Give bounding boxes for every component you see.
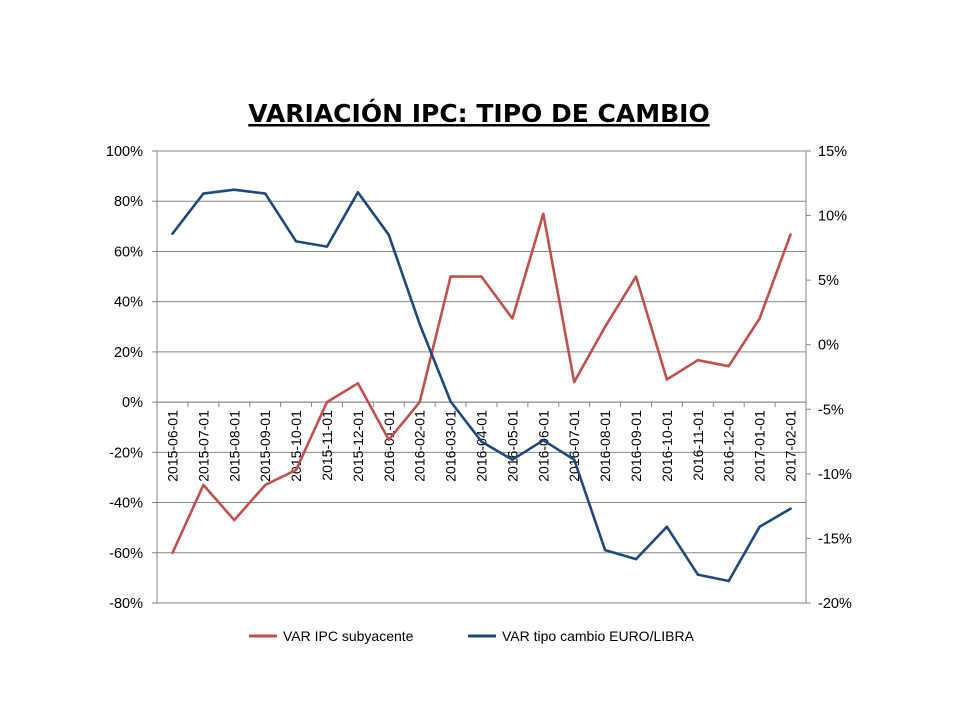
x-axis: 2015-06-01 2015-07-01 2015-08-01 2015-09-01… (156, 401, 807, 482)
x-tick-label: 2016-08-01 (597, 410, 613, 482)
data-point (789, 233, 792, 236)
x-tick-label: 2015-11-01 (319, 410, 335, 481)
data-point (511, 317, 514, 320)
data-point (573, 380, 576, 384)
data-point (696, 573, 700, 576)
data-point (387, 233, 390, 237)
right-tick-label: 15% (818, 144, 847, 160)
legend: VAR IPC subyacente VAR tipo cambio EURO/L… (249, 628, 695, 644)
x-tick-label: 2016-03-01 (443, 410, 459, 482)
right-y-axis: -20% -15% -10% -5% 0% 5% 10% 15% (806, 144, 852, 612)
data-point (542, 212, 545, 215)
right-tick-label: -5% (818, 402, 844, 418)
data-point (294, 240, 298, 243)
chart-title: VARIACIÓN IPC: TIPO DE CAMBIO (248, 98, 709, 128)
data-point (758, 525, 761, 529)
data-point (171, 232, 174, 235)
right-tick-label: -15% (818, 531, 852, 547)
left-tick-label: 20% (114, 345, 143, 361)
data-point (418, 400, 421, 404)
series-line (171, 212, 792, 555)
data-point (387, 438, 390, 441)
data-point (696, 358, 700, 362)
x-tick-label: 2015-09-01 (257, 410, 273, 482)
data-point (202, 192, 205, 195)
data-point (480, 440, 483, 443)
data-point (325, 245, 329, 248)
data-point (294, 468, 298, 472)
data-point (634, 557, 638, 561)
data-point (542, 439, 545, 442)
x-tick-label: 2016-01-01 (381, 410, 397, 482)
x-tick-label: 2016-02-01 (412, 410, 428, 482)
data-point (202, 483, 205, 487)
right-tick-label: 5% (818, 273, 839, 289)
x-tick-label: 2016-11-01 (690, 410, 706, 481)
series-line (171, 188, 792, 583)
data-point (511, 458, 514, 461)
legend-label: VAR tipo cambio EURO/LIBRA (502, 628, 695, 644)
left-tick-label: -60% (109, 546, 143, 562)
data-point (573, 458, 576, 461)
data-point (449, 400, 452, 403)
data-point (263, 483, 267, 487)
right-tick-label: -20% (818, 596, 852, 612)
x-tick-label: 2016-12-01 (721, 410, 737, 482)
plot-frame (156, 150, 807, 604)
data-point (171, 551, 174, 554)
data-point (263, 192, 267, 195)
x-tick-label: 2016-07-01 (566, 410, 582, 482)
x-tick-label: 2016-06-01 (535, 410, 551, 482)
x-tick-label: 2015-08-01 (226, 410, 242, 482)
x-tick-label: 2016-09-01 (628, 410, 644, 482)
data-point (418, 322, 421, 326)
data-point (603, 325, 607, 328)
right-tick-label: 10% (818, 209, 847, 225)
data-point (665, 525, 669, 529)
plot-area (156, 150, 807, 604)
legend-label: VAR IPC subyacente (283, 628, 414, 644)
x-tick-label: 2015-12-01 (350, 410, 366, 482)
data-point (789, 507, 792, 510)
left-tick-label: 60% (114, 244, 143, 260)
data-point (325, 400, 329, 404)
data-point (634, 275, 638, 278)
x-tick-label: 2017-02-01 (783, 410, 799, 482)
right-tick-label: -10% (818, 467, 852, 483)
data-point (603, 548, 607, 552)
left-tick-label: -40% (109, 496, 143, 512)
left-tick-label: 100% (106, 144, 143, 160)
data-point (233, 188, 236, 191)
data-point (727, 579, 730, 583)
data-point (356, 191, 360, 194)
data-point (758, 317, 761, 320)
right-tick-label: 0% (818, 338, 839, 354)
left-tick-label: -20% (109, 445, 143, 461)
data-point (480, 275, 483, 278)
left-tick-label: -80% (109, 596, 143, 612)
x-tick-label: 2015-06-01 (164, 410, 180, 482)
data-point (727, 365, 730, 368)
data-point (233, 518, 236, 522)
x-tick-label: 2016-04-01 (474, 410, 490, 482)
data-point (449, 275, 452, 278)
x-tick-label: 2015-07-01 (195, 410, 211, 482)
left-tick-label: 80% (114, 194, 143, 210)
x-tick-label: 2016-05-01 (504, 410, 520, 482)
x-tick-label: 2017-01-01 (752, 410, 768, 482)
left-tick-label: 40% (114, 295, 143, 311)
data-point (665, 378, 669, 381)
left-tick-label: 0% (122, 395, 143, 411)
x-tick-label: 2016-10-01 (659, 410, 675, 482)
data-point (356, 382, 360, 385)
left-y-axis: -80% -60% -40% -20% 0% 20% 40% 60% 80% 100% (106, 144, 157, 612)
series-layer (171, 188, 792, 583)
